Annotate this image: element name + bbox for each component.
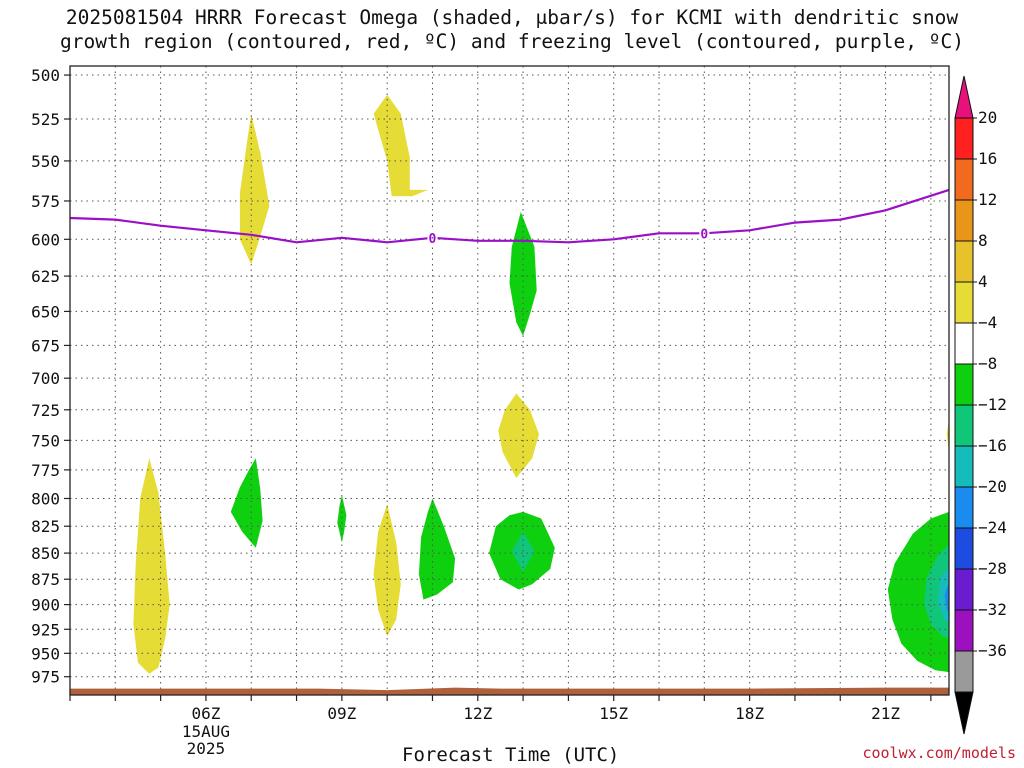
colorbar-segment	[954, 240, 974, 283]
y-tick-label: 900	[31, 596, 60, 615]
colorbar-segment	[954, 445, 974, 488]
colorbar-label: −12	[978, 395, 1007, 414]
omega-region-2	[373, 94, 428, 197]
terrain-band	[70, 687, 949, 695]
y-tick-label: 875	[31, 570, 60, 589]
omega-region-6	[509, 211, 537, 336]
y-tick-label: 500	[31, 66, 60, 85]
colorbar-label: −20	[978, 477, 1007, 496]
plot-frame	[69, 65, 950, 696]
colorbar-bottom-arrow	[954, 691, 974, 735]
omega-region-8	[337, 495, 347, 543]
colorbar: 20 16 12 8 4 −4 −8 −12 −16 −20 −24 −28 −32 −36	[954, 75, 1007, 735]
freezing-level-line	[69, 188, 950, 244]
colorbar-segment	[954, 363, 974, 406]
colorbar-label: −16	[978, 436, 1007, 455]
freezing-label-bg	[427, 229, 438, 245]
y-tick-label: 625	[31, 267, 60, 286]
x-tick-label: 09Z	[327, 704, 356, 723]
colorbar-segment	[954, 650, 974, 693]
y-tick-label: 700	[31, 369, 60, 388]
title-line-2: growth region (contoured, red, ºC) and f…	[60, 30, 964, 53]
colorbar-segment	[954, 404, 974, 447]
colorbar-label: 4	[978, 272, 988, 291]
y-tick-label: 825	[31, 517, 60, 536]
x-tick-sublabel: 15AUG	[182, 722, 230, 741]
y-tick-label: 800	[31, 489, 60, 508]
grid-lines	[69, 66, 949, 695]
colorbar-segment	[954, 527, 974, 570]
omega-region-4	[373, 504, 401, 637]
omega-region-1	[239, 113, 270, 265]
omega-region-14	[937, 565, 949, 623]
omega-region-0	[133, 458, 170, 674]
y-tick-label: 575	[31, 192, 60, 211]
x-tick-label: 12Z	[463, 704, 492, 723]
colorbar-label: −28	[978, 559, 1007, 578]
y-tick-label: 750	[31, 431, 60, 450]
colorbar-segment	[954, 322, 974, 365]
colorbar-segment	[954, 117, 974, 160]
omega-region-11	[511, 531, 535, 572]
x-tick-sublabel: 2025	[187, 739, 226, 758]
omega-region-7	[230, 458, 263, 548]
colorbar-label: 20	[978, 108, 997, 127]
terrain-fill	[70, 687, 949, 695]
colorbar-label: −36	[978, 641, 1007, 660]
colorbar-label: −24	[978, 518, 1007, 537]
colorbar-label: 16	[978, 149, 997, 168]
y-tick-label: 850	[31, 544, 60, 563]
y-tick-label: 600	[31, 230, 60, 249]
colorbar-segment	[954, 158, 974, 201]
y-tick-label: 525	[31, 110, 60, 129]
omega-region-9	[418, 498, 456, 600]
x-axis-label: Forecast Time (UTC)	[402, 744, 620, 766]
y-tick-label: 550	[31, 152, 60, 171]
y-tick-label: 975	[31, 668, 60, 687]
freezing-label-bg	[699, 225, 710, 241]
colorbar-label: 12	[978, 190, 997, 209]
omega-region-15	[944, 582, 949, 613]
y-tick-label: 775	[31, 461, 60, 480]
x-tick-label: 06Z	[191, 704, 220, 723]
omega-region-12	[887, 511, 949, 673]
source-credit: coolwx.com/models	[862, 744, 1016, 762]
colorbar-segment	[954, 281, 974, 324]
colorbar-segment	[954, 486, 974, 529]
x-tick-label: 15Z	[599, 704, 628, 723]
colorbar-label: −8	[978, 354, 997, 373]
x-tick-label: 18Z	[735, 704, 764, 723]
colorbar-label: 8	[978, 231, 988, 250]
colorbar-segment	[954, 609, 974, 652]
y-tick-label: 725	[31, 401, 60, 420]
y-tick-label: 950	[31, 644, 60, 663]
y-tick-label: 675	[31, 336, 60, 355]
x-tick-label: 21Z	[871, 704, 900, 723]
omega-shaded-regions	[133, 94, 949, 674]
colorbar-top-arrow	[954, 75, 974, 119]
y-tick-label: 925	[31, 620, 60, 639]
freezing-level-label: 0	[700, 227, 708, 242]
title-line-1: 2025081504 HRRR Forecast Omega (shaded, …	[65, 6, 959, 29]
colorbar-label: −32	[978, 600, 1007, 619]
pressure-axis: 500 525 550 575 600 625 650 675 700 725 750 775 800 8…	[31, 66, 70, 687]
colorbar-segment	[954, 568, 974, 611]
freezing-level-label: 0	[429, 232, 437, 247]
omega-region-3	[498, 393, 539, 478]
chart-title: 2025081504 HRRR Forecast Omega (shaded, …	[0, 6, 1024, 54]
colorbar-segment	[954, 199, 974, 242]
y-tick-label: 650	[31, 302, 60, 321]
omega-region-13	[924, 544, 949, 639]
colorbar-label: −4	[978, 313, 997, 332]
